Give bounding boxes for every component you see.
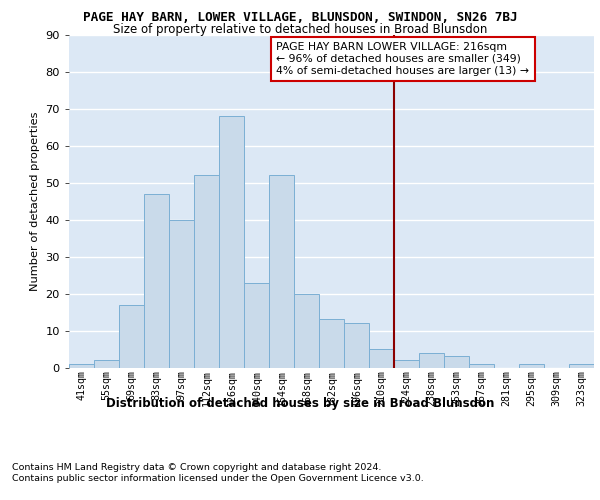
Bar (144, 194, 169, 368)
Bar (169, 220, 194, 368)
Bar (294, 294, 319, 368)
Y-axis label: Number of detached properties: Number of detached properties (30, 112, 40, 291)
Bar (444, 356, 469, 368)
Text: PAGE HAY BARN, LOWER VILLAGE, BLUNSDON, SWINDON, SN26 7BJ: PAGE HAY BARN, LOWER VILLAGE, BLUNSDON, … (83, 11, 517, 24)
Bar (269, 176, 294, 368)
Bar (219, 116, 244, 368)
Bar (394, 360, 419, 368)
Bar (469, 364, 494, 368)
Bar (94, 360, 119, 368)
Text: Contains HM Land Registry data © Crown copyright and database right 2024.: Contains HM Land Registry data © Crown c… (12, 462, 382, 471)
Bar (369, 349, 394, 368)
Bar (194, 176, 219, 368)
Bar (519, 364, 544, 368)
Text: PAGE HAY BARN LOWER VILLAGE: 216sqm
← 96% of detached houses are smaller (349)
4: PAGE HAY BARN LOWER VILLAGE: 216sqm ← 96… (277, 42, 530, 76)
Text: Distribution of detached houses by size in Broad Blunsdon: Distribution of detached houses by size … (106, 398, 494, 410)
Text: Size of property relative to detached houses in Broad Blunsdon: Size of property relative to detached ho… (113, 22, 487, 36)
Bar (319, 320, 344, 368)
Bar (344, 323, 369, 368)
Bar (244, 282, 269, 368)
Bar (419, 352, 444, 368)
Text: Contains public sector information licensed under the Open Government Licence v3: Contains public sector information licen… (12, 474, 424, 483)
Bar (69, 364, 94, 368)
Bar (569, 364, 594, 368)
Bar (119, 304, 144, 368)
